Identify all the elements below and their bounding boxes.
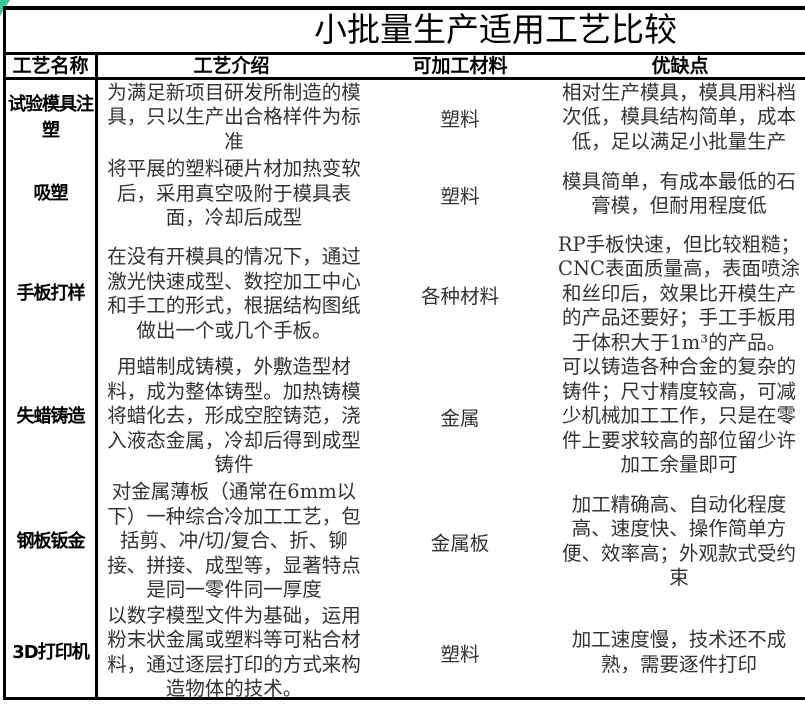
- cell-text: 在没有开模具的情况下，通过激光快速成型、数控加工中心和手工的形式，根据结构图纸做…: [107, 245, 361, 342]
- cell-text: 各种材料: [420, 284, 499, 308]
- cell-text: 吸塑: [33, 183, 69, 204]
- cell-text: 3D打印机: [12, 641, 89, 663]
- column-divider: [95, 52, 98, 700]
- cell-text: 用蜡制成铸模，外敷造型材料，成为整体铸型。加热铸模将蜡化去，形成空腔铸范，浇入液…: [107, 355, 361, 477]
- row-material: 金属板: [365, 478, 555, 605]
- cell-text: 钢板钣金: [16, 530, 86, 552]
- header-pros-cons: 优缺点: [555, 52, 805, 80]
- cell-text: 以数字模型文件为基础，运用粉末状金属或塑料等可粘合材料，通过逐层打印的方式来构造…: [107, 603, 361, 701]
- cell-text: RP手板快速，但比较粗糙；CNC表面质量高，表面喷涂和丝印后，效果比开模生产的产…: [557, 232, 801, 354]
- row-pros: 可以铸造各种合金的复杂的铸件；尺寸精度较高，可减少机械加工工作，只是在零件上要求…: [555, 355, 803, 478]
- header-intro: 工艺介绍: [98, 52, 365, 80]
- cell-text: 可以铸造各种合金的复杂的铸件；尺寸精度较高，可减少机械加工工作，只是在零件上要求…: [561, 355, 796, 477]
- cell-text: 为满足新项目研发所制造的模具，只以生产出合格样件为标准: [107, 80, 361, 153]
- table-frame: [3, 6, 805, 700]
- row-material: 金属: [365, 355, 555, 478]
- row-name: 失蜡铸造: [6, 355, 95, 478]
- cell-text: 模具简单，有成本最低的石膏模，但耐用程度低: [561, 169, 796, 218]
- cell-text: 相对生产模具，模具用料档次低，模具结构简单，成本低，足以满足小批量生产: [561, 80, 796, 153]
- row-pros: RP手板快速，但比较粗糙；CNC表面质量高，表面喷涂和丝印后，效果比开模生产的产…: [555, 233, 803, 355]
- row-desc: 对金属薄板（通常在6mm以下）一种综合冷加工工艺，包括剪、冲/切/复合、折、铆接…: [103, 478, 365, 605]
- cell-text: 塑料: [440, 184, 480, 208]
- row-pros: 模具简单，有成本最低的石膏模，但耐用程度低: [555, 155, 803, 233]
- row-name: 3D打印机: [6, 605, 95, 700]
- cell-text: 失蜡铸造: [16, 405, 86, 427]
- row-desc: 用蜡制成铸模，外敷造型材料，成为整体铸型。加热铸模将蜡化去，形成空腔铸范，浇入液…: [103, 355, 365, 478]
- cell-text: 塑料: [440, 108, 480, 131]
- row-pros: 加工速度慢，技术还不成熟，需要逐件打印: [555, 605, 803, 700]
- row-desc: 将平展的塑料硬片材加热变软后，采用真空吸附于模具表面，冷却后成型: [103, 155, 365, 233]
- row-name: 手板打样: [6, 233, 95, 355]
- row-name: 吸塑: [6, 155, 95, 233]
- header-material: 可加工材料: [365, 52, 555, 80]
- row-material: 塑料: [365, 80, 555, 155]
- cell-text: 对金属薄板（通常在6mm以下）一种综合冷加工工艺，包括剪、冲/切/复合、折、铆接…: [107, 480, 361, 602]
- row-desc: 为满足新项目研发所制造的模具，只以生产出合格样件为标准: [103, 80, 365, 155]
- row-desc: 以数字模型文件为基础，运用粉末状金属或塑料等可粘合材料，通过逐层打印的方式来构造…: [103, 603, 365, 701]
- header-name: 工艺名称: [6, 52, 95, 80]
- cell-text: 塑料: [440, 643, 480, 666]
- cell-text: 试验模具注塑: [8, 93, 94, 141]
- cell-text: 手板打样: [16, 283, 86, 304]
- row-pros: 加工精确高、自动化程度高、速度快、操作简单方便、效率高；外观款式受约束: [555, 478, 803, 605]
- row-name: 钢板钣金: [6, 478, 95, 605]
- row-pros: 相对生产模具，模具用料档次低，模具结构简单，成本低，足以满足小批量生产: [555, 80, 803, 155]
- cell-text: 金属板: [430, 532, 490, 555]
- row-material: 塑料: [365, 605, 555, 700]
- row-name: 试验模具注塑: [6, 80, 95, 155]
- row-desc: 在没有开模具的情况下，通过激光快速成型、数控加工中心和手工的形式，根据结构图纸做…: [103, 233, 365, 355]
- row-material: 各种材料: [365, 233, 555, 355]
- cell-text: 加工精确高、自动化程度高、速度快、操作简单方便、效率高；外观款式受约束: [561, 492, 796, 590]
- cell-text: 金属: [440, 407, 480, 430]
- cell-text: 加工速度慢，技术还不成熟，需要逐件打印: [571, 628, 787, 676]
- cell-text: 将平展的塑料硬片材加热变软后，采用真空吸附于模具表面，冷却后成型: [107, 157, 361, 230]
- row-material: 塑料: [365, 155, 555, 233]
- page-title: 小批量生产适用工艺比较: [314, 10, 677, 49]
